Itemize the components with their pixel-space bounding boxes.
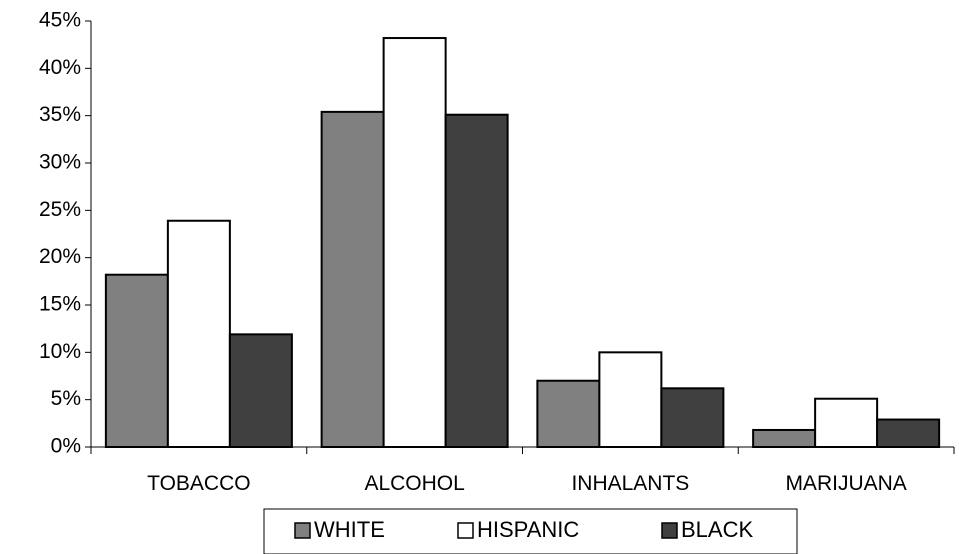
bar-black-tobacco bbox=[228, 333, 293, 449]
bar-hispanic-tobacco bbox=[166, 219, 231, 448]
x-axis: TOBACCO ALCOHOL INHALANTS MARIJUANA bbox=[90, 446, 955, 495]
y-axis: 0% 5% 10% 15% 20% 25% 30% 35% 40% 45% bbox=[39, 9, 92, 458]
legend-swatch-white bbox=[294, 522, 311, 539]
bar-black-alcohol bbox=[444, 113, 509, 448]
legend-swatch-black bbox=[661, 522, 678, 539]
bar-white-inhalants bbox=[536, 379, 601, 449]
legend-swatch-hispanic bbox=[457, 522, 474, 539]
y-tick-label: 20% bbox=[39, 245, 81, 268]
bar-black-inhalants bbox=[660, 387, 725, 449]
legend: WHITE HISPANIC BLACK bbox=[263, 508, 798, 554]
y-tick-label: 35% bbox=[39, 103, 81, 126]
bar-black-marijuana bbox=[876, 418, 941, 448]
y-tick-label: 5% bbox=[51, 387, 81, 410]
legend-label-black: BLACK bbox=[681, 517, 753, 542]
x-category-label-marijuana: MARIJUANA bbox=[785, 472, 906, 495]
bars bbox=[104, 37, 941, 449]
y-tick-label: 10% bbox=[39, 340, 81, 363]
y-tick-label: 25% bbox=[39, 198, 81, 221]
y-tick-label: 15% bbox=[39, 293, 81, 316]
y-tick-label: 45% bbox=[39, 9, 81, 32]
bar-hispanic-inhalants bbox=[598, 351, 663, 449]
bar-white-tobacco bbox=[104, 273, 169, 448]
y-tick-label: 40% bbox=[39, 56, 81, 79]
bar-hispanic-alcohol bbox=[382, 37, 447, 448]
legend-label-white: WHITE bbox=[314, 517, 385, 542]
x-category-label-inhalants: INHALANTS bbox=[571, 472, 689, 495]
x-category-label-tobacco: TOBACCO bbox=[147, 472, 250, 495]
bar-white-marijuana bbox=[752, 428, 817, 448]
bar-white-alcohol bbox=[320, 110, 385, 448]
legend-box bbox=[263, 508, 798, 554]
y-tick-label: 0% bbox=[51, 435, 81, 458]
bar-hispanic-marijuana bbox=[814, 397, 879, 448]
y-tick-label: 30% bbox=[39, 151, 81, 174]
legend-label-hispanic: HISPANIC bbox=[477, 517, 579, 542]
x-category-label-alcohol: ALCOHOL bbox=[364, 472, 464, 495]
